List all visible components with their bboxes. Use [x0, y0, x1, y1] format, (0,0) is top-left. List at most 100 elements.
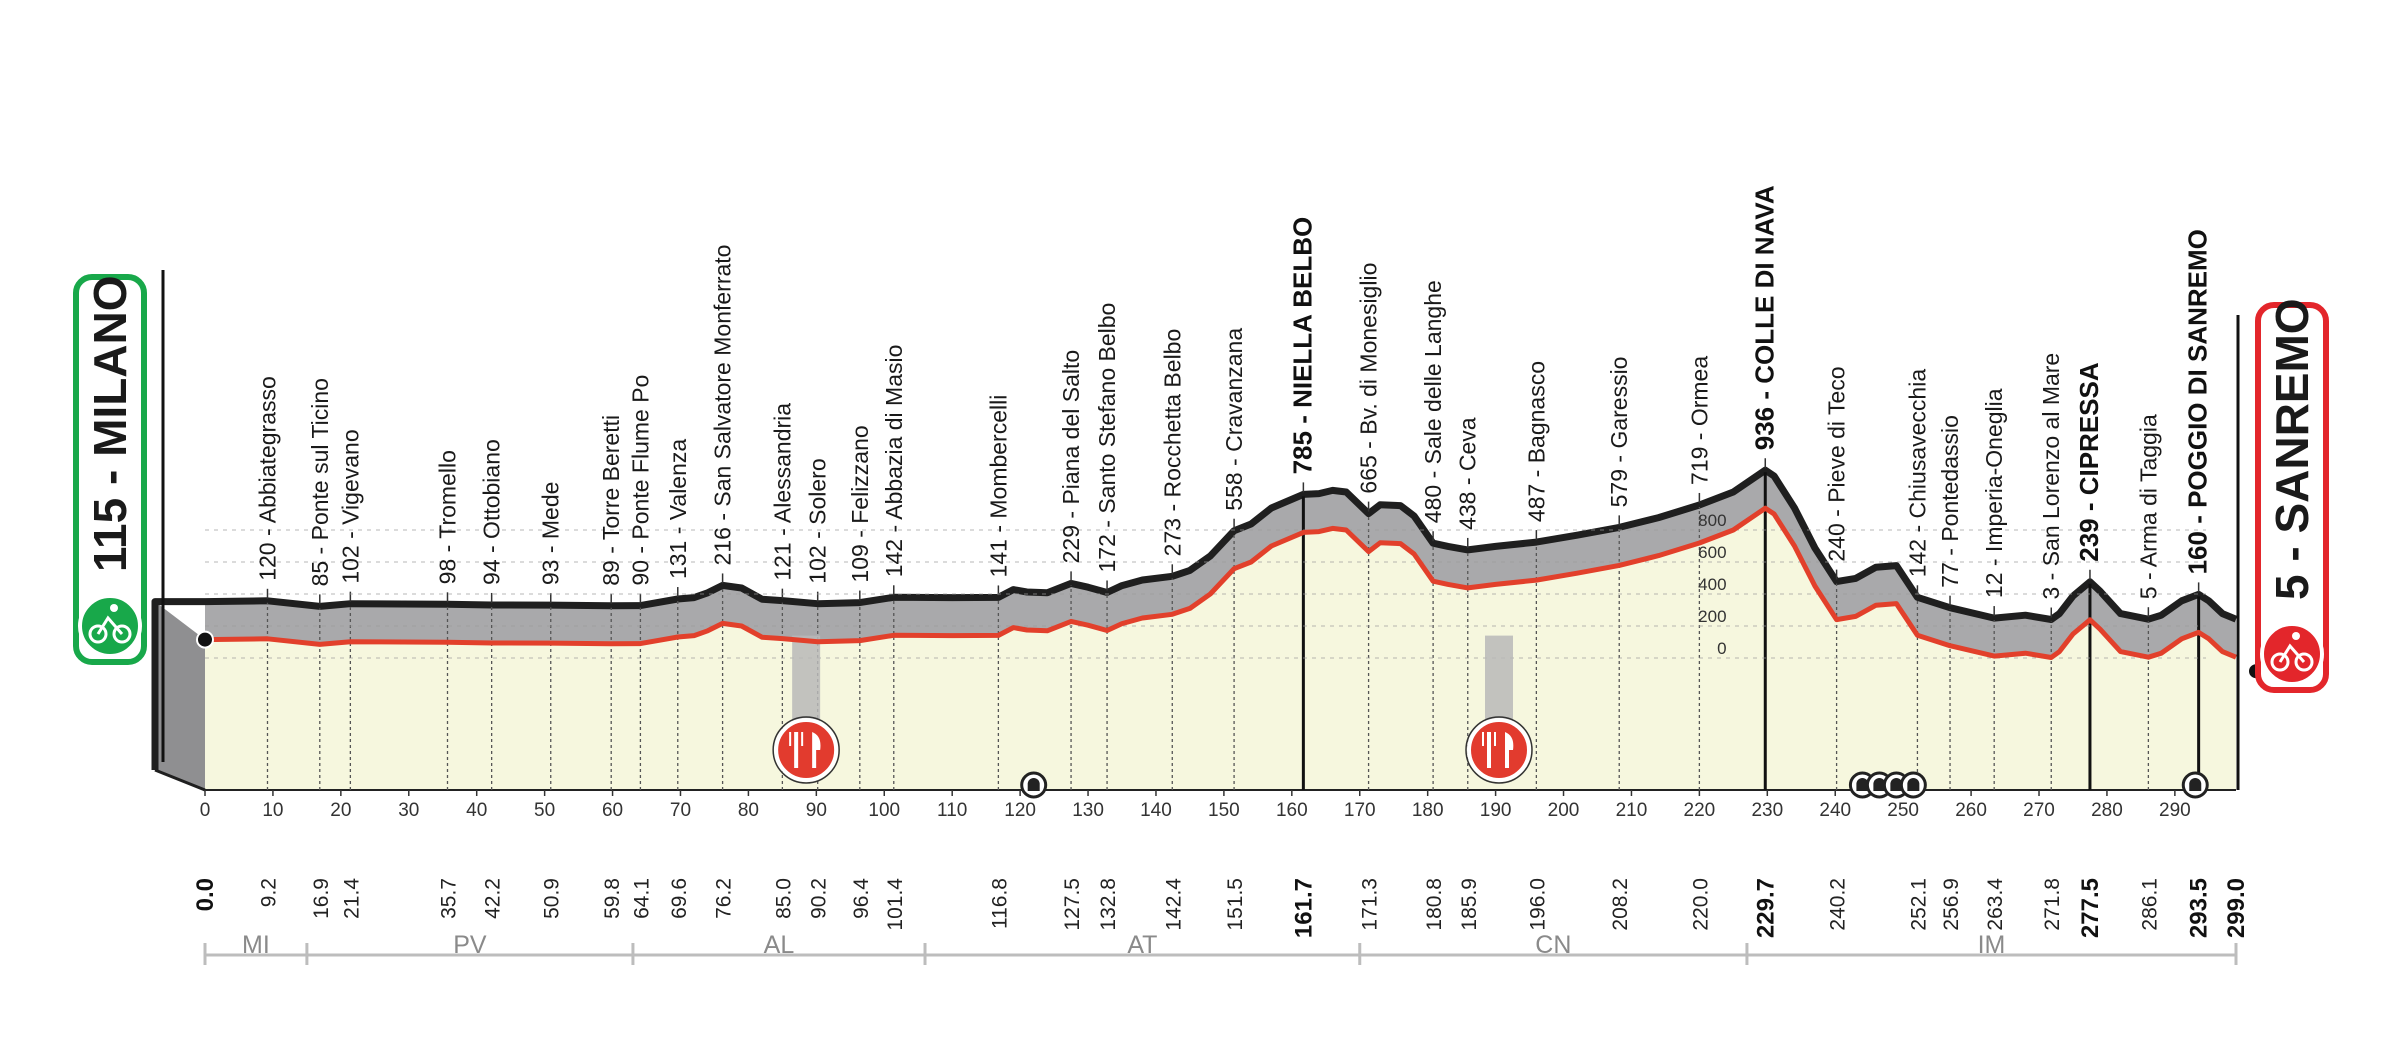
waypoint-label: 273 - Rocchetta Belbo [1159, 329, 1185, 557]
split-distance: 132.8 [1097, 878, 1120, 931]
waypoint-label: 93 - Mede [538, 482, 564, 586]
tunnel-arch-icon [1856, 778, 1869, 791]
waypoint-label: 160 - POGGIO DI SANREMO [2183, 229, 2213, 574]
waypoint-label: 936 - COLLE DI NAVA [1749, 185, 1779, 450]
tunnel-icon [1899, 771, 1927, 799]
split-distance: 277.5 [2077, 878, 2104, 938]
km-tick-label: 80 [738, 800, 759, 821]
split-distance: 196.0 [1526, 878, 1549, 931]
waypoint-label: 90 - Ponte Flume Po [627, 375, 653, 586]
split-distance: 180.8 [1423, 878, 1446, 931]
split-distance: 220.0 [1689, 878, 1712, 931]
waypoint-label: 121 - Alessandria [769, 403, 795, 581]
feed-zone-circle [774, 718, 839, 782]
waypoint-label: 120 - Abbiategrasso [254, 376, 280, 581]
bike-frame-icon [2278, 643, 2306, 663]
split-distance: 0.0 [192, 878, 219, 911]
km-tick-label: 290 [2159, 800, 2191, 821]
waypoint-label: 89 - Torre Beretti [598, 415, 624, 586]
km-tick-label: 10 [262, 800, 283, 821]
km-tick-label: 0 [200, 800, 211, 821]
province-label: IM [1978, 931, 2006, 959]
feed-zone-icon [772, 716, 840, 784]
altitude-tick-label: 0 [1717, 639, 1726, 658]
km-tick-label: 180 [1412, 800, 1444, 821]
feed-zone-icon [1465, 716, 1533, 784]
waypoint-label: 240 - Pieve di Teco [1824, 366, 1850, 561]
profile-icons [772, 716, 2209, 799]
altitude-tick-label: 400 [1698, 575, 1726, 594]
rider-head-icon [110, 604, 118, 612]
tunnel-arch-icon [1907, 778, 1920, 791]
altitude-gridlines: 800 600 400 200 0 [205, 511, 2206, 659]
knife-icon [1504, 732, 1514, 768]
fork-tine-icon [1493, 732, 1496, 746]
km-tick-label: 260 [1955, 800, 1987, 821]
altitude-tick-label: 200 [1698, 607, 1726, 626]
split-distance: 64.1 [630, 878, 653, 919]
split-distance: 185.9 [1458, 878, 1481, 931]
split-distance: 35.7 [437, 878, 460, 919]
km-tick-label: 140 [1140, 800, 1172, 821]
split-distance: 127.5 [1061, 878, 1084, 931]
bike-wheel-icon [88, 624, 108, 644]
split-distance: 42.2 [482, 878, 505, 919]
province-label: CN [1535, 931, 1571, 959]
km-tick-label: 20 [330, 800, 351, 821]
rider-head-icon [2292, 632, 2300, 640]
profile-top-outline [151, 466, 2238, 770]
profile-fill [205, 508, 2236, 790]
split-distance: 101.4 [884, 878, 907, 931]
waypoint-label: 665 - Bv. di Monesiglio [1356, 263, 1382, 494]
badge-circle [78, 594, 142, 658]
split-distance: 96.4 [850, 878, 873, 919]
km-tick-label: 210 [1616, 800, 1648, 821]
split-distance: 256.9 [1940, 878, 1963, 931]
bike-wheel-icon [2270, 652, 2290, 672]
split-distance: 142.4 [1162, 878, 1185, 931]
waypoint-label: 480 - Sale delle Langhe [1420, 280, 1446, 523]
province-label: AT [1127, 931, 1157, 959]
split-distance: 90.2 [808, 878, 831, 919]
km-tick-label: 280 [2091, 800, 2123, 821]
bike-frame-icon [96, 615, 124, 635]
waypoint-label: 142 - Chiusavecchia [1904, 369, 1930, 578]
km-tick-label: 50 [534, 800, 555, 821]
bike-wheel-icon [112, 624, 132, 644]
waypoint-label: 239 - CIPRESSA [2074, 362, 2104, 562]
waypoint-label: 558 - Cravanzana [1221, 328, 1247, 511]
split-distance: 229.7 [1752, 878, 1779, 938]
tunnel-arch-icon [1873, 778, 1886, 791]
km-tick-label: 150 [1208, 800, 1240, 821]
km-tick-label: 240 [1819, 800, 1851, 821]
km-tick-label: 190 [1480, 800, 1512, 821]
waypoint-label: 109 - Felizzano [847, 425, 873, 582]
tunnel-icon [2181, 771, 2209, 799]
split-distance: 252.1 [1907, 878, 1930, 931]
city-name: 5 - SANREMO [2266, 298, 2318, 600]
split-distance: 59.8 [601, 878, 624, 919]
province-label: PV [453, 931, 487, 959]
split-distance: 116.8 [988, 878, 1011, 929]
waypoint-label: 579 - Garessio [1606, 357, 1632, 508]
km-tick-label: 70 [670, 800, 691, 821]
profile-3d-shading [151, 466, 2238, 790]
badge-frame [73, 274, 147, 665]
waypoint-label: 141 - Mombercelli [985, 395, 1011, 578]
km-tick-label: 220 [1684, 800, 1716, 821]
split-distance: 85.0 [772, 878, 795, 919]
km-tick-label: 130 [1072, 800, 1104, 821]
profile-base-bevel [154, 768, 206, 792]
fork-icon [1486, 732, 1491, 768]
km-tick-label: 200 [1548, 800, 1580, 821]
split-distance: 161.7 [1290, 878, 1317, 938]
split-distance: 293.5 [2186, 878, 2213, 938]
split-distance: 50.9 [541, 878, 564, 919]
province-label: AL [764, 931, 795, 959]
km-tick-label: 170 [1344, 800, 1376, 821]
km-gridlines [266, 458, 2201, 790]
km-axis: 0 10 20 30 40 50 60 70 80 90 100 110 120 130 140 150 160… [200, 790, 2191, 821]
split-distance: 286.1 [2138, 878, 2161, 931]
split-distance: 16.9 [310, 878, 333, 919]
